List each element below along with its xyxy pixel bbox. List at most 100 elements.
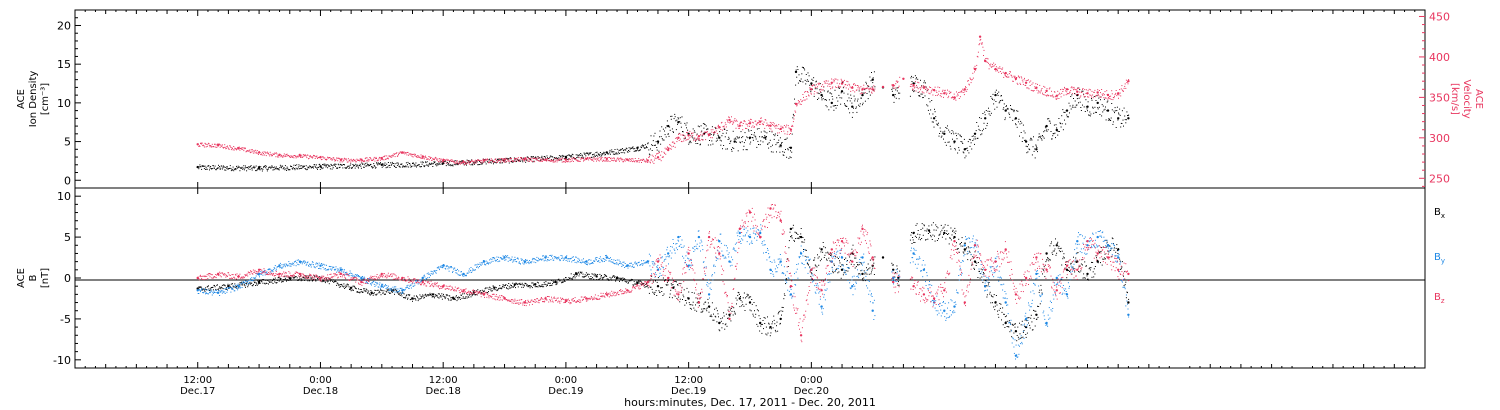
sample-dot (221, 287, 223, 289)
sample-dot (865, 81, 867, 83)
sample-dot (602, 152, 604, 154)
sample-dot (893, 85, 894, 87)
sample-dot (246, 282, 248, 284)
sample-dot (1073, 98, 1074, 99)
sample-dot (718, 135, 719, 137)
sample-dot (1014, 326, 1016, 328)
sample-dot (952, 138, 953, 140)
sample-dot (526, 156, 528, 158)
sample-dot (223, 166, 225, 168)
sample-dot (346, 283, 348, 285)
sample-dot (295, 276, 296, 278)
sample-dot (279, 164, 281, 166)
sample-dot (545, 281, 547, 283)
sample-dot (1031, 90, 1033, 92)
sample-dot (256, 152, 258, 154)
sample-dot (301, 168, 303, 169)
sample-dot (552, 161, 554, 163)
sample-dot (1044, 130, 1046, 132)
data-point-density-36 (973, 132, 977, 135)
sample-dot (992, 302, 993, 304)
sample-dot (742, 297, 744, 299)
sample-dot (388, 155, 390, 157)
sample-dot (845, 270, 847, 272)
sample-dot (359, 160, 361, 162)
sample-dot (234, 283, 236, 285)
sample-dot (542, 286, 543, 288)
sample-dot (1001, 95, 1002, 97)
sample-dot (996, 69, 998, 71)
sample-dot (1033, 136, 1034, 138)
sample-dot (1094, 111, 1096, 113)
sample-dot (227, 145, 228, 147)
sample-dot (676, 297, 678, 299)
sample-dot (782, 310, 784, 312)
sample-dot (308, 158, 310, 159)
sample-dot (947, 234, 948, 235)
sample-dot (237, 167, 239, 169)
sample-dot (862, 278, 863, 280)
sample-dot (271, 281, 273, 283)
sample-dot (476, 290, 478, 292)
sample-dot (988, 283, 989, 285)
sample-dot (516, 158, 518, 160)
sample-dot (743, 305, 745, 307)
sample-dot (200, 142, 202, 144)
sample-dot (949, 91, 951, 93)
sample-dot (893, 101, 895, 103)
sample-dot (207, 165, 209, 167)
sample-dot (868, 268, 870, 270)
sample-dot (700, 311, 702, 313)
sample-dot (285, 155, 287, 157)
sample-dot (1015, 123, 1016, 125)
sample-dot (773, 138, 775, 140)
sample-dot (596, 279, 597, 281)
sample-dot (629, 279, 631, 281)
sample-dot (1025, 336, 1027, 338)
sample-dot (1047, 118, 1049, 120)
sample-dot (413, 165, 415, 167)
sample-dot (845, 87, 847, 89)
sample-dot (594, 155, 596, 157)
sample-dot (898, 92, 899, 94)
sample-dot (675, 281, 677, 283)
sample-dot (706, 131, 708, 132)
sample-dot (586, 152, 588, 154)
sample-dot (232, 147, 233, 149)
sample-dot (662, 277, 664, 279)
sample-dot (397, 162, 399, 164)
sample-dot (241, 167, 242, 169)
sample-dot (1111, 103, 1113, 104)
sample-dot (758, 144, 759, 145)
sample-dot (1081, 90, 1083, 92)
sample-dot (648, 157, 650, 158)
sample-dot (1075, 89, 1077, 91)
sample-dot (873, 71, 875, 73)
sample-dot (1045, 127, 1047, 129)
sample-dot (930, 117, 932, 119)
sample-dot (872, 259, 874, 261)
sample-dot (725, 124, 727, 126)
sample-dot (1093, 91, 1095, 93)
sample-dot (792, 117, 794, 119)
sample-dot (616, 276, 618, 278)
sample-dot (773, 123, 775, 125)
sample-dot (382, 156, 384, 158)
sample-dot (643, 283, 645, 285)
sample-dot (511, 286, 513, 288)
sample-dot (204, 290, 206, 292)
sample-dot (599, 152, 601, 153)
sample-dot (928, 225, 930, 227)
sample-dot (659, 136, 660, 138)
sample-dot (750, 310, 752, 312)
sample-dot (793, 115, 795, 117)
sample-dot (864, 280, 866, 282)
sample-dot (461, 160, 463, 161)
sample-dot (379, 292, 381, 294)
sample-dot (532, 282, 534, 284)
sample-dot (1016, 77, 1018, 78)
sample-dot (956, 95, 958, 97)
sample-dot (241, 148, 242, 150)
sample-dot (661, 156, 663, 158)
sample-dot (849, 112, 851, 114)
